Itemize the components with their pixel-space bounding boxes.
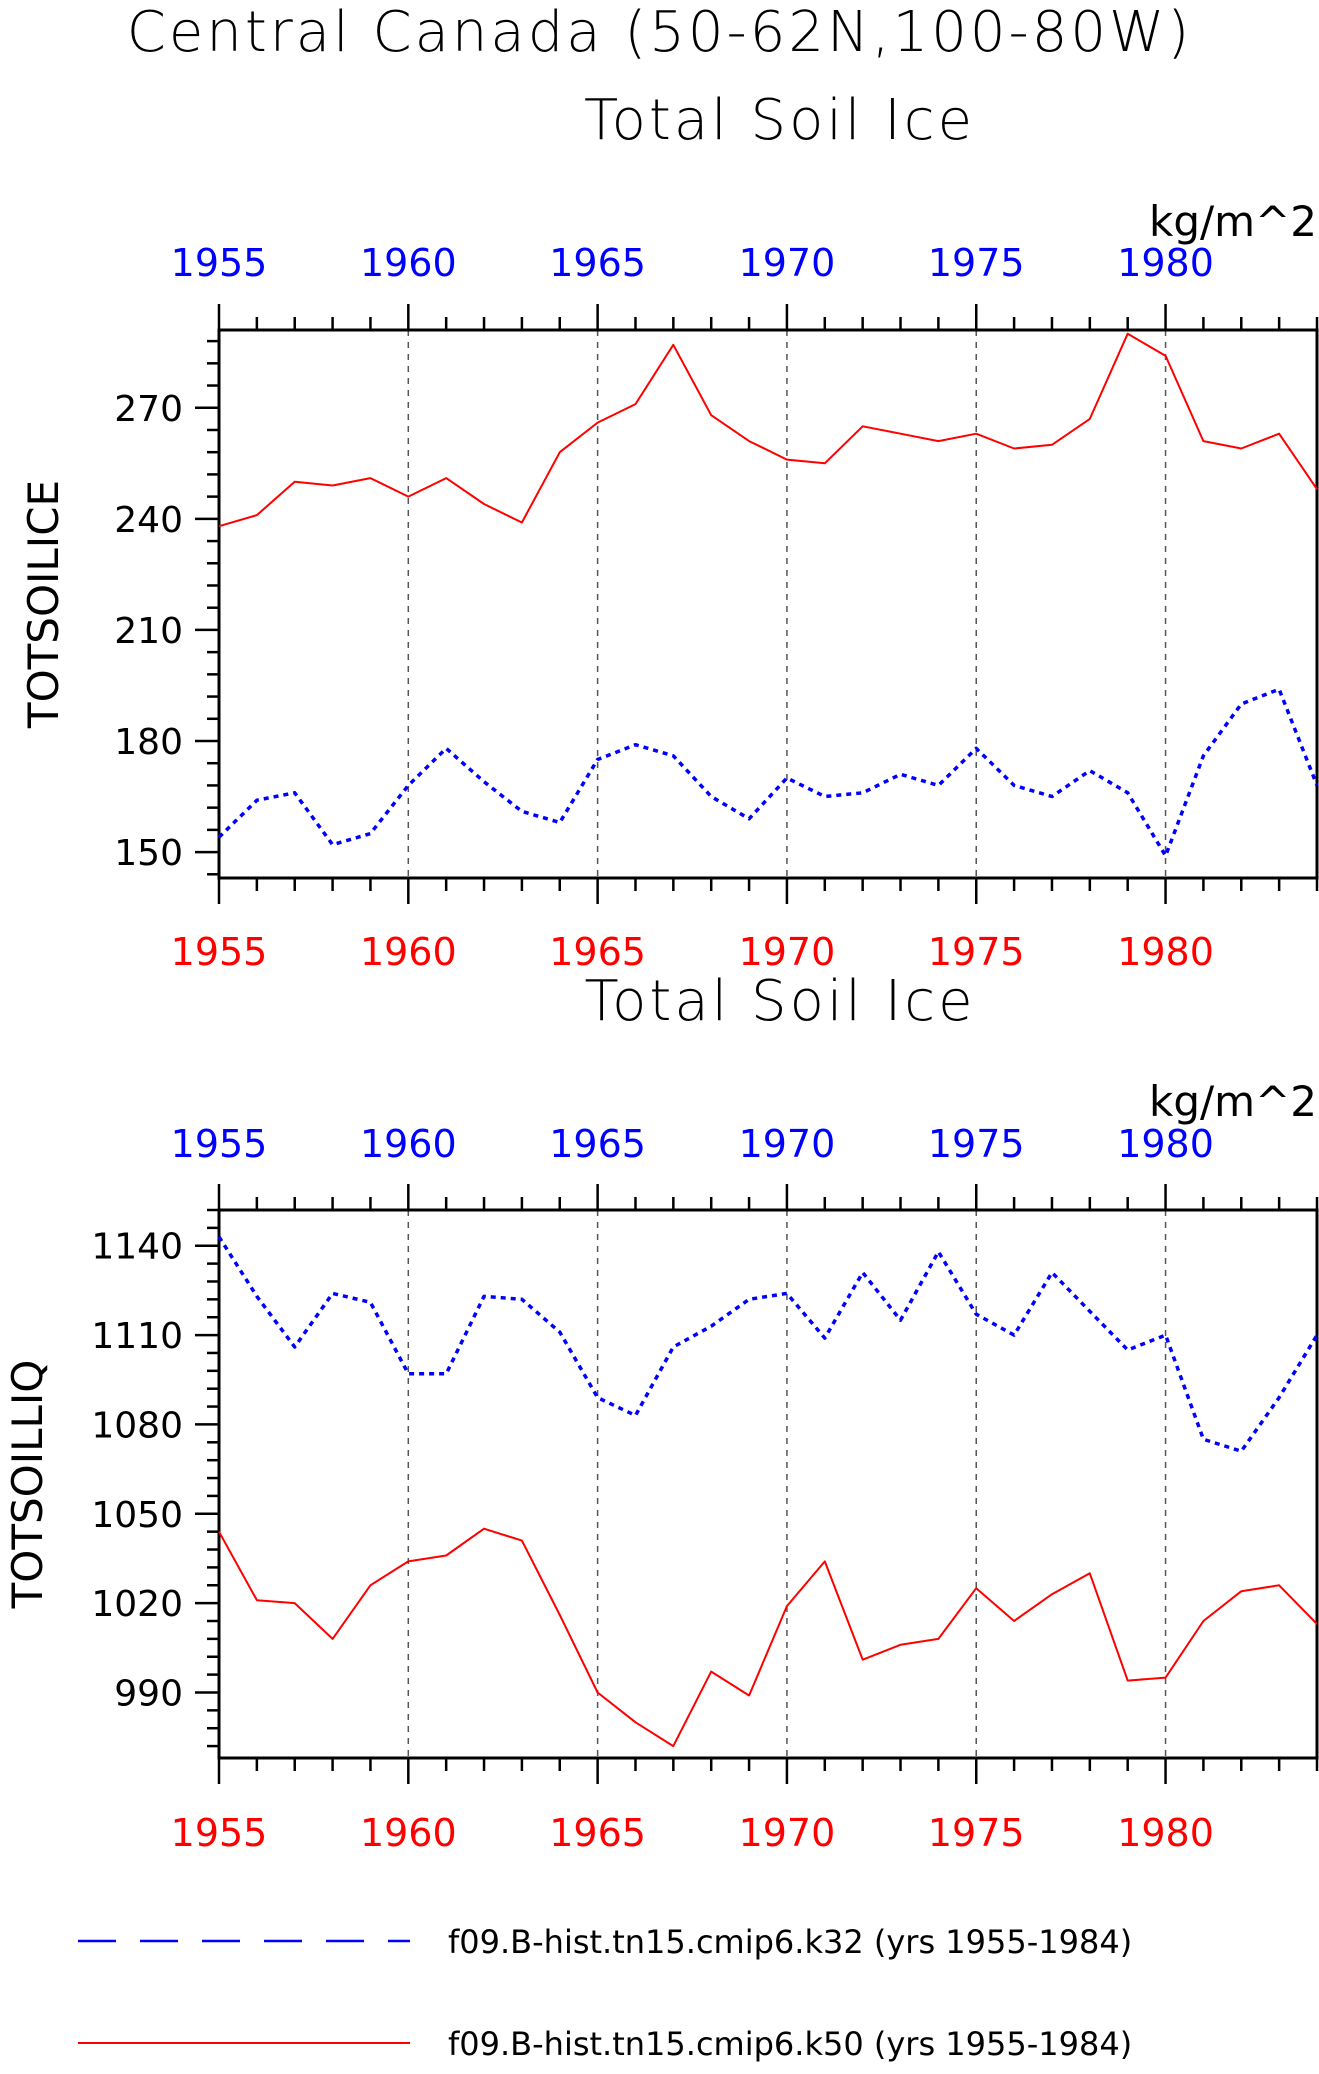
x-tick-label-top: 1975 bbox=[928, 1122, 1025, 1166]
x-tick-label-top: 1970 bbox=[739, 1122, 836, 1166]
y-tick-label: 1020 bbox=[91, 1584, 183, 1625]
x-tick-label-bottom: 1955 bbox=[171, 1811, 268, 1855]
x-tick-label-top: 1970 bbox=[739, 241, 836, 285]
x-tick-label-bottom: 1965 bbox=[549, 930, 646, 974]
y-axis-label: TOTSOILICE bbox=[19, 480, 68, 729]
y-tick-label: 210 bbox=[114, 611, 183, 652]
x-tick-label-top: 1980 bbox=[1117, 1122, 1214, 1166]
y-tick-label: 1050 bbox=[91, 1495, 183, 1536]
y-tick-label: 270 bbox=[114, 389, 183, 430]
x-tick-label-bottom: 1970 bbox=[739, 1811, 836, 1855]
plot-frame bbox=[217, 328, 1319, 880]
x-tick-label-bottom: 1980 bbox=[1117, 930, 1214, 974]
x-tick-label-bottom: 1975 bbox=[928, 930, 1025, 974]
y-axis-label: TOTSOILLIQ bbox=[3, 1360, 52, 1610]
x-tick-label-top: 1960 bbox=[360, 241, 457, 285]
x-tick-label-bottom: 1980 bbox=[1117, 1811, 1214, 1855]
chart-panel-2: kg/m^2 1955 1955 1960 1960 1965 1965 1970 1970 19… bbox=[3, 1077, 1319, 1855]
x-tick-label-bottom: 1960 bbox=[360, 1811, 457, 1855]
y-tick-label: 1140 bbox=[91, 1227, 183, 1268]
series-line-f09.B-hist.tn15.cmip6.k32 bbox=[217, 1235, 1319, 1453]
x-tick-label-top: 1955 bbox=[171, 241, 268, 285]
units-label: kg/m^2 bbox=[1149, 1077, 1317, 1126]
x-tick-label-top: 1955 bbox=[171, 1122, 268, 1166]
y-tick-label: 150 bbox=[114, 833, 183, 874]
plot-frame bbox=[217, 1208, 1319, 1760]
y-tick-label: 1110 bbox=[91, 1316, 183, 1357]
x-tick-label-bottom: 1960 bbox=[360, 930, 457, 974]
legend-label-1: f09.B-hist.tn15.cmip6.k32 (yrs 1955-1984… bbox=[448, 1923, 1132, 1961]
legend-label-2: f09.B-hist.tn15.cmip6.k50 (yrs 1955-1984… bbox=[448, 2025, 1132, 2063]
series-line-f09.B-hist.tn15.cmip6.k50 bbox=[218, 332, 1318, 528]
legend: f09.B-hist.tn15.cmip6.k32 (yrs 1955-1984… bbox=[78, 1923, 1132, 2063]
x-tick-label-bottom: 1955 bbox=[171, 930, 268, 974]
figure-title-line1: Central Canada (50-62N,100-80W) bbox=[126, 0, 1193, 65]
series-line-f09.B-hist.tn15.cmip6.k32 bbox=[217, 687, 1319, 858]
y-tick-label: 990 bbox=[114, 1673, 183, 1714]
y-tick-label: 240 bbox=[114, 500, 183, 541]
series-line-f09.B-hist.tn15.cmip6.k50 bbox=[218, 1527, 1318, 1748]
y-tick-label: 180 bbox=[114, 722, 183, 763]
units-label: kg/m^2 bbox=[1149, 197, 1317, 246]
x-tick-label-bottom: 1965 bbox=[549, 1811, 646, 1855]
y-tick-label: 1080 bbox=[91, 1405, 183, 1446]
x-tick-label-bottom: 1975 bbox=[928, 1811, 1025, 1855]
x-tick-label-top: 1965 bbox=[549, 1122, 646, 1166]
x-tick-label-top: 1975 bbox=[928, 241, 1025, 285]
chart-panel-1: Total Soil Ice kg/m^2 1955 1955 1960 1960 1965… bbox=[19, 197, 1319, 1034]
x-tick-label-top: 1980 bbox=[1117, 241, 1214, 285]
x-tick-label-top: 1960 bbox=[360, 1122, 457, 1166]
figure-title-line2: Total Soil Ice bbox=[583, 88, 976, 153]
x-tick-label-top: 1965 bbox=[549, 241, 646, 285]
panel-title: Total Soil Ice bbox=[584, 969, 975, 1034]
x-tick-label-bottom: 1970 bbox=[739, 930, 836, 974]
